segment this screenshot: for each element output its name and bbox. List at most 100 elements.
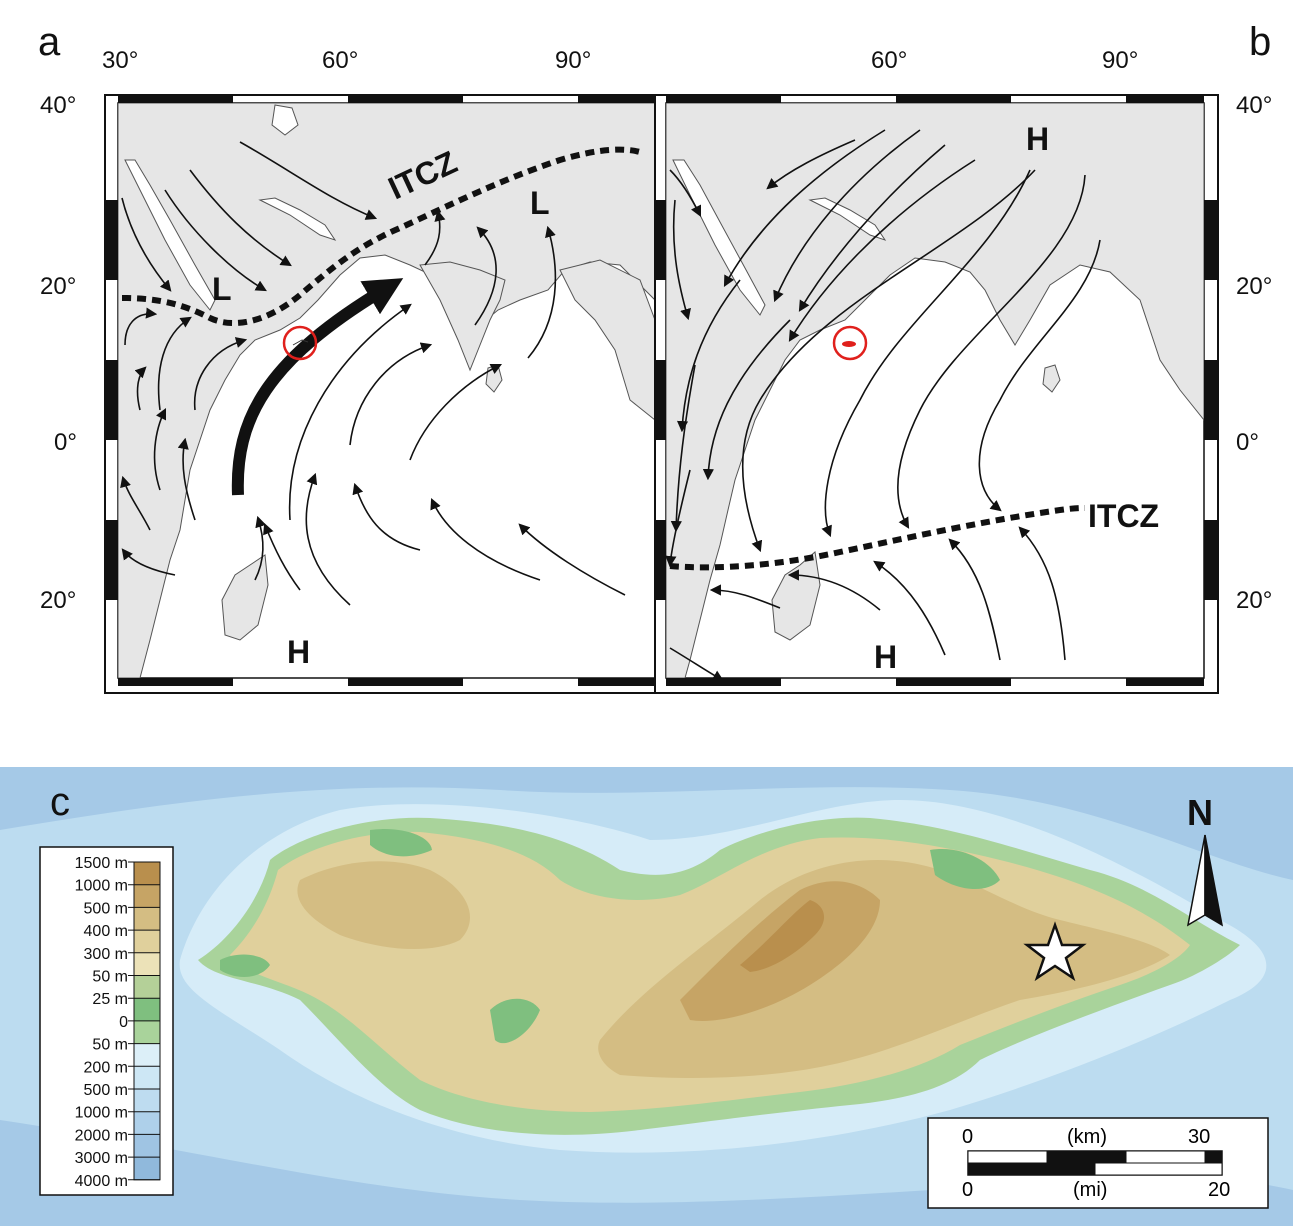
legend-label: 400 m [84, 923, 128, 940]
legend-swatch [134, 884, 160, 908]
high-label-b-2: H [874, 639, 897, 675]
wind-arrow [702, 319, 791, 481]
low-label-a-1: L [212, 271, 232, 307]
wind-arrow [430, 497, 541, 581]
wind-arrow [723, 129, 886, 287]
legend-swatch [134, 1066, 160, 1089]
wind-arrow [527, 225, 557, 359]
north-arrow: N [1186, 792, 1224, 927]
legend-label: 25 m [92, 991, 128, 1008]
itcz-line-b [669, 505, 1086, 571]
panel-label-b: b [1249, 20, 1271, 64]
legend-label: 500 m [84, 1082, 128, 1099]
legend-label: 4000 m [75, 1173, 128, 1190]
legend-swatch [134, 907, 160, 931]
somali-jet-arrow [231, 278, 404, 496]
high-label-b-1: H [1026, 121, 1049, 157]
legend-label: 3000 m [75, 1150, 128, 1167]
wind-arrows-a [120, 141, 626, 606]
wind-arrow [409, 363, 503, 461]
site-star-icon [1023, 921, 1087, 982]
wind-arrow [672, 199, 691, 321]
persian-gulf-a [258, 197, 337, 241]
wind-arrow [766, 139, 856, 190]
legend-label: 50 m [92, 969, 128, 986]
top-tick-a-2: 60° [322, 47, 358, 74]
scale-km-unit: (km) [1067, 1126, 1107, 1148]
wind-arrow [948, 538, 1001, 661]
legend-swatch [134, 1111, 160, 1135]
legend-swatch [134, 1134, 160, 1158]
wind-arrow [124, 307, 158, 346]
legend-label: 0 [119, 1014, 128, 1031]
wind-arrow [709, 584, 781, 609]
sri-lanka-b [1042, 364, 1061, 393]
left-tick-1: 40° [40, 92, 76, 119]
legend-swatch [134, 975, 160, 999]
wind-arrow [978, 239, 1101, 512]
legend-label: 1000 m [75, 878, 128, 895]
panel-label-c: c [50, 780, 70, 824]
wind-arrow [424, 209, 446, 266]
wind-arrow [518, 523, 626, 596]
island-green-patch-2 [220, 954, 270, 977]
wind-arrow [352, 482, 421, 551]
wind-arrow [821, 169, 1031, 538]
right-tick-2: 20° [1236, 273, 1272, 300]
wind-arrow [773, 129, 921, 303]
legend-label: 300 m [84, 946, 128, 963]
madagascar-land-b [771, 551, 821, 641]
scale-km-max: 30 [1188, 1126, 1210, 1148]
left-tick-3: 0° [54, 429, 77, 456]
legend-label: 50 m [92, 1037, 128, 1054]
panel-b-frame [655, 95, 1218, 686]
top-tick-a-1: 30° [102, 47, 138, 74]
panel-a-frame [105, 95, 655, 686]
scale-bar: 0 (km) 30 0 (mi) 20 [927, 1117, 1269, 1209]
wind-arrow [189, 169, 292, 267]
wind-arrow [798, 144, 946, 312]
wind-arrow [288, 303, 412, 521]
wind-arrow [157, 316, 192, 411]
legend-swatch [134, 952, 160, 976]
legend-swatch [134, 1043, 160, 1067]
wind-arrow [120, 475, 151, 531]
legend-colorbar [133, 861, 161, 1181]
right-tick-4: 20° [1236, 587, 1272, 614]
wind-arrow [134, 366, 147, 411]
target-circle-a [282, 325, 318, 361]
left-tick-4: 20° [40, 587, 76, 614]
scale-mi-unit: (mi) [1073, 1179, 1107, 1201]
island-green-patch-4 [370, 829, 432, 857]
scale-km-zero: 0 [962, 1126, 973, 1148]
wind-arrows-b [666, 129, 1101, 678]
ocean-deep-band [0, 767, 1293, 880]
wind-arrow [121, 197, 172, 292]
wind-arrow [741, 169, 1036, 553]
red-sea-b [672, 159, 766, 316]
right-tick-1: 40° [1236, 92, 1272, 119]
legend-swatch [134, 998, 160, 1021]
scale-mi-max: 20 [1208, 1179, 1230, 1201]
red-sea-a [124, 159, 216, 311]
elevation-legend: 1500 m 1000 m 500 m 400 m 300 m 50 m 25 m 0 50 m… [39, 846, 174, 1196]
high-label-a: H [287, 634, 310, 670]
legend-swatch [134, 930, 160, 953]
north-label: N [1187, 792, 1213, 833]
wind-arrow [239, 141, 378, 220]
target-circle-b [832, 325, 868, 361]
right-tick-3: 0° [1236, 429, 1259, 456]
legend-label: 1500 m [75, 855, 128, 872]
legend-swatch [134, 862, 160, 885]
top-tick-b-2: 90° [1102, 47, 1138, 74]
wind-arrow [897, 174, 1086, 529]
panel-b-map: ITCZ H H [654, 94, 1219, 694]
wind-arrow [153, 407, 167, 491]
wind-arrow [676, 279, 741, 433]
wind-arrow [670, 364, 696, 533]
panel-c-map [0, 767, 1293, 1226]
legend-label: 2000 m [75, 1127, 128, 1144]
island-midland [297, 861, 470, 950]
legend-label: 200 m [84, 1059, 128, 1076]
